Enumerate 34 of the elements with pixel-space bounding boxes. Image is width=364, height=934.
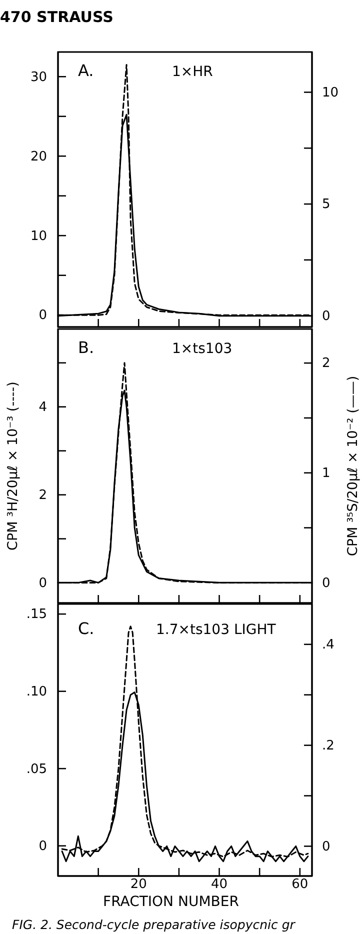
annotation: 1×HR [172, 64, 214, 80]
y-axis-title: CPM ³H/20μℓ × 10⁻³ (----) [5, 382, 21, 550]
y2-tick-label: 0 [322, 308, 330, 324]
y-tick-label: 0 [38, 576, 47, 591]
y-tick-label: 10 [30, 228, 47, 244]
y2-tick-label: 1 [322, 466, 330, 482]
y2-tick-label: 2 [322, 356, 330, 372]
y-tick-label: 0 [38, 839, 47, 854]
y2-tick-label: 0 [322, 839, 330, 854]
text: 470 STRAUSS [0, 8, 114, 26]
y2-tick-label: .2 [322, 738, 334, 754]
y-tick-label: 30 [30, 70, 47, 85]
y-tick-label: 0 [38, 308, 47, 324]
y-tick-label: .05 [26, 762, 47, 777]
annotation: 1.7×ts103 LIGHT [156, 622, 276, 638]
annotation: A. [78, 61, 94, 80]
x-tick-label: 40 [210, 877, 228, 892]
y2-tick-label: 5 [322, 197, 330, 212]
y2-tick-label: 10 [322, 85, 339, 100]
y-tick-label: 2 [38, 488, 47, 503]
y2-axis-title: CPM ³⁵S/20μℓ × 10⁻² (——) [345, 376, 361, 556]
y-tick-label: 4 [38, 400, 47, 416]
annotation: B. [78, 338, 94, 357]
y-tick-label: 20 [30, 149, 47, 164]
x-axis-title: FRACTION NUMBER [103, 894, 240, 910]
y2-tick-label: 0 [322, 576, 330, 591]
caption: FIG. 2. Second-cycle preparative isopycnic gr [12, 917, 296, 932]
annotation: C. [78, 619, 94, 638]
y-tick-label: .10 [26, 684, 47, 700]
x-tick-label: 60 [292, 877, 308, 892]
x-tick-label: 20 [130, 877, 147, 892]
y2-tick-label: .4 [322, 638, 334, 653]
annotation: 1×ts103 [172, 341, 232, 357]
y-tick-label: .15 [26, 607, 47, 622]
